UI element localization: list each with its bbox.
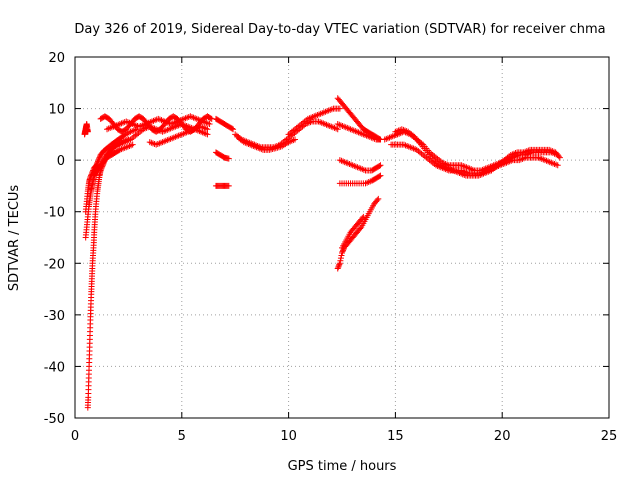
data-point: [204, 131, 211, 138]
series-early-high: [81, 121, 91, 138]
plot-frame: [74, 56, 610, 419]
data-point: [204, 126, 211, 133]
y-tick-label: -30: [44, 309, 65, 324]
x-tick-label: 10: [280, 429, 297, 444]
data-point: [335, 262, 342, 269]
series-dense-left-2: [82, 126, 140, 215]
data-point: [375, 195, 382, 202]
x-tick-label: 15: [387, 429, 404, 444]
data-point: [84, 128, 91, 135]
series-dense-left: [82, 136, 132, 241]
data-point: [88, 171, 95, 178]
data-points: [81, 95, 563, 411]
data-point: [336, 105, 343, 112]
x-tick-label: 25: [601, 429, 618, 444]
data-point: [115, 147, 122, 154]
data-point: [87, 173, 94, 180]
data-point: [93, 161, 100, 168]
y-tick-label: -20: [44, 257, 65, 272]
data-point: [228, 125, 235, 132]
data-point: [555, 153, 562, 160]
x-tick-label: 0: [71, 429, 79, 444]
data-point: [129, 141, 136, 148]
data-point: [376, 162, 383, 169]
data-point: [86, 175, 93, 182]
data-point: [374, 197, 381, 204]
data-point: [94, 159, 101, 166]
axis-ticks: 0 5 10 15 20 25 -50 -40 -30 -20 -10 0 10 20: [44, 51, 618, 444]
data-point: [96, 155, 103, 162]
y-tick-label: 10: [48, 103, 65, 118]
data-point: [334, 265, 341, 272]
data-point: [377, 162, 384, 169]
data-point: [336, 260, 343, 267]
series-mid-neg5: [212, 182, 232, 189]
data-point: [554, 162, 561, 169]
data-point: [88, 172, 95, 179]
data-point: [338, 252, 345, 259]
data-point: [334, 126, 341, 133]
series-late-a: [381, 128, 561, 174]
series-neg-four: [336, 172, 384, 187]
grid: [75, 57, 609, 418]
series-mid-low: [212, 149, 232, 162]
data-point: [339, 249, 345, 256]
series-late-c: [392, 126, 563, 179]
y-tick-label: 20: [48, 51, 65, 66]
data-point: [206, 121, 213, 128]
data-point: [360, 213, 367, 220]
y-tick-label: -40: [44, 360, 65, 375]
data-point: [336, 261, 343, 268]
series-morning-b: [104, 113, 213, 133]
x-tick-label: 5: [178, 429, 186, 444]
series-neg-rise-b: [339, 213, 367, 251]
y-tick-label: -50: [44, 412, 65, 427]
data-point: [357, 225, 364, 232]
data-point: [556, 154, 563, 161]
data-point: [230, 126, 237, 133]
data-point: [376, 173, 383, 180]
series-rise: [84, 141, 136, 411]
series-dip-b: [234, 133, 299, 153]
data-point: [89, 170, 96, 177]
data-point: [95, 157, 102, 164]
data-point: [339, 248, 346, 255]
y-tick-label: 0: [57, 154, 65, 169]
data-point: [96, 154, 103, 161]
series-mid-drop: [212, 115, 237, 133]
data-point: [377, 172, 384, 179]
data-point: [93, 162, 100, 169]
data-point: [225, 155, 232, 162]
data-point: [90, 167, 97, 174]
x-axis-title: GPS time / hours: [288, 459, 397, 474]
series-morning-d: [146, 123, 211, 148]
series-late-b: [388, 141, 561, 177]
data-point: [89, 168, 96, 175]
data-point: [207, 115, 214, 122]
x-tick-label: 20: [494, 429, 511, 444]
data-point: [359, 215, 366, 222]
data-point: [335, 264, 342, 271]
y-axis-title: SDTVAR / TECUs: [7, 185, 22, 292]
series-after-peak: [334, 121, 384, 143]
series-mid-rise: [285, 105, 343, 138]
chart-title: Day 326 of 2019, Sidereal Day-to-day VTE…: [74, 22, 605, 37]
data-point: [225, 182, 232, 189]
data-point: [94, 158, 101, 165]
data-point: [337, 257, 344, 264]
series-neg-rise: [334, 195, 382, 272]
series-peak: [334, 95, 384, 143]
data-point: [292, 136, 299, 143]
y-tick-label: -10: [44, 206, 65, 221]
series-neg-small: [336, 157, 384, 174]
data-point: [337, 255, 344, 262]
series-morning-c: [114, 121, 211, 148]
